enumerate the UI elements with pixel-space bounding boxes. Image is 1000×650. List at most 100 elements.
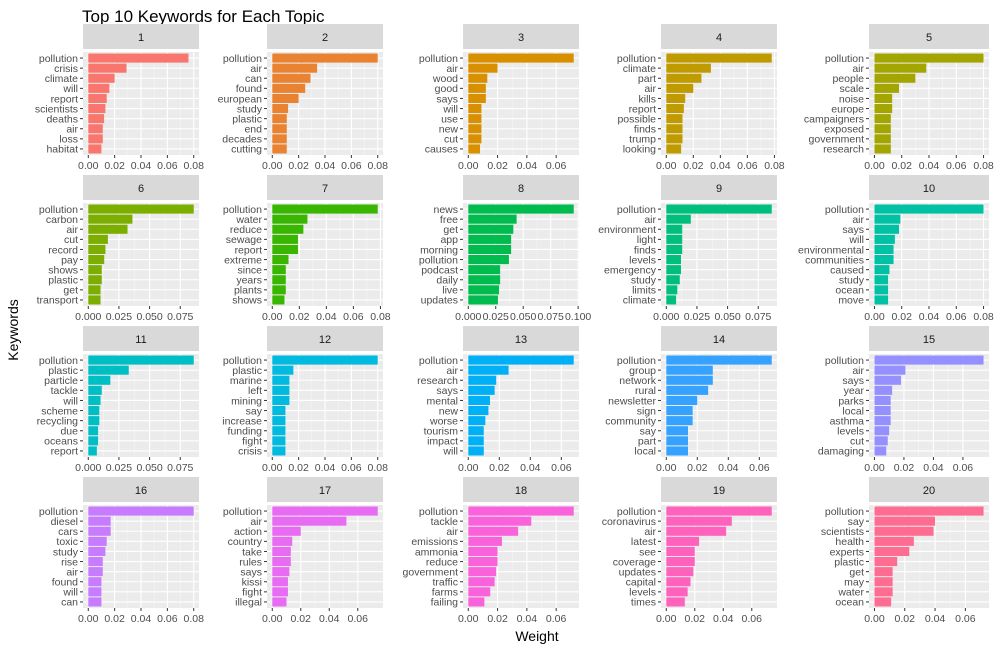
bar-report [88, 93, 107, 103]
facet-strip-label: 14 [713, 334, 725, 346]
category-label: decades [222, 134, 262, 146]
bar-levels [666, 587, 688, 597]
category-label: wood [432, 73, 458, 85]
bar-move [874, 295, 889, 305]
facet-strip [661, 326, 777, 351]
facet-strip [267, 326, 383, 351]
x-tick-label: 0.025 [483, 311, 509, 323]
x-tick-label: 0.02 [895, 613, 916, 625]
bar-years [272, 275, 286, 285]
category-label: good [435, 83, 459, 95]
bar-people [874, 73, 916, 83]
category-label: finds [634, 244, 656, 256]
bar-pollution [874, 506, 984, 516]
category-label: newsletter [608, 395, 656, 407]
category-label: report [629, 103, 657, 115]
x-tick-label: 0.08 [764, 160, 785, 172]
facet-strip [267, 24, 383, 49]
category-label: local [634, 446, 656, 458]
x-tick-label: 0.075 [538, 311, 564, 323]
bar-scientists [874, 526, 934, 536]
category-label: levels [629, 254, 656, 266]
category-label: crisis [54, 63, 78, 75]
category-label: take [242, 546, 262, 558]
panel-19: 19 pollutioncoronavirusairlatestseecovera… [602, 477, 777, 625]
category-label: particle [44, 375, 78, 387]
category-label: year [844, 385, 865, 397]
x-axis-label: Weight [515, 628, 558, 644]
bar-air [468, 63, 498, 73]
category-label: air [852, 214, 864, 226]
category-label: says [842, 224, 864, 236]
bar-says [272, 567, 290, 577]
bar-cars [88, 526, 111, 536]
bar-health [874, 536, 914, 546]
category-label: levels [629, 587, 656, 599]
panel-5: 5 pollutionairpeoplescalenoiseeuropecampa… [804, 24, 994, 172]
category-label: study [53, 546, 79, 558]
category-label: crisis [238, 446, 262, 458]
bar-can [88, 597, 102, 607]
panel-4: 4 pollutionclimatepartairkillsreportpossi… [617, 24, 785, 172]
bar-finds [666, 124, 683, 134]
bar-get [468, 224, 514, 234]
bar-causes [468, 144, 480, 154]
bar-report [272, 244, 298, 254]
bar-experts [874, 546, 910, 556]
category-label: air [644, 214, 656, 226]
bar-limits [666, 285, 678, 295]
bar-air [874, 365, 906, 375]
category-label: country [228, 536, 263, 548]
bar-coronavirus [666, 516, 732, 526]
x-tick-label: 0.050 [136, 462, 162, 474]
category-label: europe [831, 103, 864, 115]
facet-strip [83, 326, 199, 351]
category-label: morning [420, 244, 458, 256]
category-label: say [246, 405, 263, 417]
category-label: deaths [46, 113, 78, 125]
panel-8: 8 newsfreegetappmorningpollutionpodcastda… [419, 175, 591, 323]
facet-strip-label: 17 [319, 485, 331, 497]
bar-local [666, 446, 688, 456]
bar-climate [666, 63, 711, 73]
facet-strip-label: 4 [716, 32, 722, 44]
category-label: toxic [56, 536, 78, 548]
category-label: damaging [818, 446, 864, 458]
x-tick-label: 0.00 [864, 462, 885, 474]
facet-strip [83, 175, 199, 200]
category-label: scale [839, 83, 864, 95]
category-label: communities [805, 254, 864, 266]
category-label: limits [632, 285, 656, 297]
bar-pollution [666, 53, 772, 63]
panel-17: 17 pollutionairactioncountrytakerulessays… [223, 477, 383, 625]
category-label: experts [830, 546, 864, 558]
x-tick-label: 0.04 [319, 613, 340, 625]
panel-1: 1 pollutioncrisisclimatewillreportscienti… [35, 24, 204, 172]
bar-may [874, 577, 893, 587]
bar-part [666, 73, 702, 83]
category-label: asthma [830, 415, 865, 427]
facet-strip-label: 19 [713, 485, 725, 497]
bar-community [666, 416, 693, 426]
bar-loss [88, 134, 103, 144]
category-label: causes [425, 144, 458, 156]
panel-20: 20 pollutionsayscientistshealthexpertspla… [821, 477, 989, 625]
category-label: podcast [421, 264, 458, 276]
category-label: will [62, 587, 78, 599]
x-tick-label: 0.06 [341, 462, 362, 474]
facet-strip [869, 477, 989, 502]
bar-cut [468, 134, 482, 144]
category-label: ocean [835, 285, 864, 297]
bar-communities [874, 255, 894, 265]
category-label: report [51, 93, 79, 105]
bar-rise [88, 557, 103, 567]
bar-scheme [88, 406, 100, 416]
bar-traffic [468, 577, 495, 587]
category-label: pollution [617, 506, 656, 518]
category-label: left [248, 385, 262, 397]
category-label: impact [427, 436, 458, 448]
category-label: news [433, 204, 458, 216]
x-tick-label: 0.02 [289, 311, 310, 323]
bar-good [468, 83, 486, 93]
facet-strip [869, 24, 989, 49]
